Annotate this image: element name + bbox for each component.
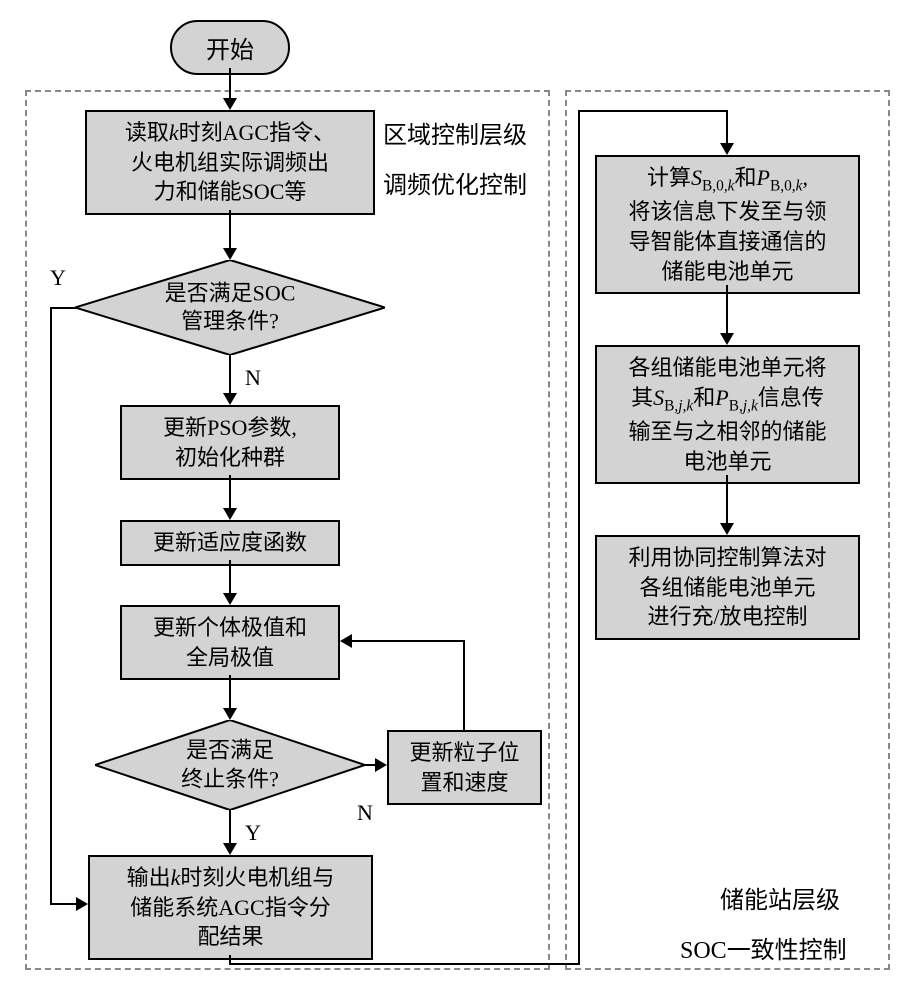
best-label: 更新个体极值和全局极值 [153,615,307,670]
soc-decision: 是否满足SOC管理条件? [75,260,385,355]
edge-label-y1: Y [50,265,66,291]
right-region-label-2: SOC一致性控制 [680,930,847,965]
transmit-node: 各组储能电池单元将其SB,j,k和PB,j,k信息传输至与之相邻的储能电池单元 [595,345,860,484]
start-label: 开始 [206,38,254,64]
calc-label: 计算SB,0,k和PB,0,k,将该信息下发至与领导智能体直接通信的储能电池单元 [628,165,826,284]
pso-node: 更新PSO参数,初始化种群 [120,405,340,480]
term-decision-label: 是否满足终止条件? [181,736,279,793]
transmit-label: 各组储能电池单元将其SB,j,k和PB,j,k信息传输至与之相邻的储能电池单元 [628,355,826,474]
left-region-label-2: 调频优化控制 [383,165,527,200]
read-label: 读取k时刻AGC指令、火电机组实际调频出力和储能SOC等 [125,120,335,204]
coop-node: 利用协同控制算法对各组储能电池单元进行充/放电控制 [595,535,860,640]
left-region-label-1: 区域控制层级 [383,115,527,150]
update-particle-node: 更新粒子位置和速度 [387,730,542,805]
update-particle-label: 更新粒子位置和速度 [409,740,519,795]
coop-label: 利用协同控制算法对各组储能电池单元进行充/放电控制 [628,545,826,629]
best-node: 更新个体极值和全局极值 [120,605,340,680]
edge-label-n1: N [245,365,261,391]
read-node: 读取k时刻AGC指令、火电机组实际调频出力和储能SOC等 [85,110,375,215]
calc-node: 计算SB,0,k和PB,0,k,将该信息下发至与领导智能体直接通信的储能电池单元 [595,155,860,294]
right-region-label-1: 储能站层级 [720,880,840,915]
fitness-node: 更新适应度函数 [120,520,340,566]
start-node: 开始 [170,20,290,75]
edge-label-n2: N [357,800,373,826]
edge-label-y2: Y [245,820,261,846]
output-label: 输出k时刻火电机组与储能系统AGC指令分配结果 [127,865,335,949]
pso-label: 更新PSO参数,初始化种群 [163,415,297,470]
term-decision: 是否满足终止条件? [95,720,365,810]
output-node: 输出k时刻火电机组与储能系统AGC指令分配结果 [88,855,373,960]
fitness-label: 更新适应度函数 [153,530,307,555]
soc-decision-label: 是否满足SOC管理条件? [165,279,296,336]
